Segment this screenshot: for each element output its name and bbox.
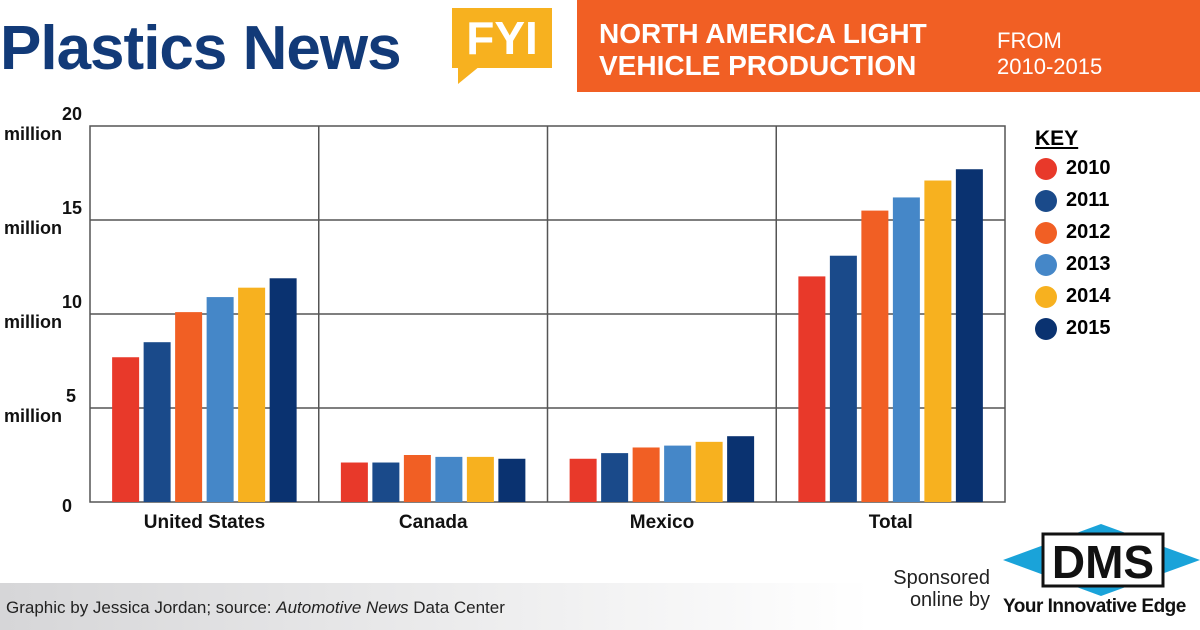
bar-2011-canada (372, 462, 400, 502)
bar-2015-total (955, 169, 983, 503)
bar-2012-total (861, 210, 889, 502)
y-tick-label: 5 million (4, 386, 76, 426)
y-tick-value: 15 (62, 198, 83, 218)
bar-2014-mexico (695, 441, 723, 502)
x-tick-label: Mexico (629, 512, 695, 533)
subtitle-from: FROM (997, 28, 1062, 53)
bar-2015-mexico (727, 436, 755, 502)
y-tick-label: 15 million (4, 198, 82, 238)
bar-2010-total (798, 276, 826, 502)
bar-2014-canada (466, 456, 494, 502)
legend-title: KEY (1035, 127, 1079, 150)
y-tick-value: 10 (62, 292, 83, 312)
bar-2015-united-states (269, 278, 297, 502)
fyi-badge-tail (458, 66, 480, 84)
y-tick-unit: million (4, 406, 62, 426)
legend-item: 2010 (1035, 157, 1111, 180)
y-tick-value: 0 (62, 496, 73, 516)
footer-bar: Graphic by Jessica Jordan; source: Autom… (0, 583, 870, 630)
y-tick-value: 5 (66, 386, 77, 406)
credit-text: Graphic by Jessica Jordan; source: Autom… (6, 598, 505, 618)
legend-label: 2011 (1066, 189, 1110, 211)
bar-2012-mexico (632, 447, 660, 502)
y-tick-label: 0 (62, 496, 72, 516)
title-banner: NORTH AMERICA LIGHT VEHICLE PRODUCTION F… (577, 0, 1200, 92)
plot-frame (89, 125, 1006, 503)
chart-subtitle: FROM 2010-2015 (997, 28, 1102, 80)
legend-swatch (1035, 189, 1057, 212)
legend-swatch (1035, 317, 1057, 340)
bar-2010-mexico (569, 458, 597, 502)
credit-source: Automotive News (276, 598, 409, 617)
credit-suffix: Data Center (408, 598, 505, 617)
bar-2012-united-states (175, 312, 203, 502)
y-tick-unit: million (4, 218, 62, 238)
bar-2010-united-states (112, 357, 140, 502)
y-tick-label: 20 million (4, 104, 82, 144)
legend-label: 2012 (1066, 221, 1111, 243)
bar-2015-canada (498, 458, 526, 502)
y-tick-unit: million (4, 124, 62, 144)
y-tick-value: 20 (62, 104, 83, 124)
plastics-news-logo: Plastics News (0, 14, 402, 83)
bar-2014-united-states (238, 287, 266, 502)
bar-2011-mexico (601, 453, 629, 502)
legend-label: 2013 (1066, 253, 1111, 275)
legend-label: 2010 (1066, 157, 1111, 179)
legend-label: 2015 (1066, 317, 1111, 339)
legend-swatch (1035, 285, 1057, 308)
legend-label: 2014 (1066, 285, 1111, 307)
legend-swatch (1035, 157, 1057, 180)
legend-swatch (1035, 253, 1057, 276)
bar-2011-united-states (143, 342, 171, 502)
legend-swatch (1035, 221, 1057, 244)
bar-2013-mexico (664, 445, 692, 502)
y-tick-label: 10 million (4, 292, 82, 332)
y-tick-unit: million (4, 312, 62, 332)
bar-2013-canada (435, 456, 463, 502)
bar-2014-total (924, 180, 952, 502)
fyi-badge: FYI (452, 8, 552, 68)
svg-text:DMS: DMS (1052, 536, 1154, 588)
bar-2011-total (829, 255, 857, 502)
legend-item: 2015 (1035, 317, 1111, 340)
bar-2013-united-states (206, 297, 234, 502)
credit-prefix: Graphic by Jessica Jordan; source: (6, 598, 277, 617)
legend-item: 2011 (1035, 189, 1109, 212)
x-tick-label: Canada (398, 512, 468, 533)
legend-item: 2013 (1035, 253, 1111, 276)
legend-item: 2012 (1035, 221, 1111, 244)
sponsored-text: Sponsored online by (893, 567, 990, 611)
chart-title: NORTH AMERICA LIGHT VEHICLE PRODUCTION (599, 18, 927, 81)
x-tick-label: United States (143, 512, 266, 533)
legend-item: 2014 (1035, 285, 1111, 308)
sponsor-tagline: Your Innovative Edge (1003, 596, 1186, 617)
bar-2010-canada (340, 462, 368, 502)
bar-2012-canada (403, 455, 431, 502)
subtitle-years: 2010-2015 (997, 54, 1103, 79)
bar-2013-total (892, 197, 920, 502)
dms-logo: DMS (1003, 524, 1200, 596)
x-tick-label: Total (868, 512, 913, 533)
